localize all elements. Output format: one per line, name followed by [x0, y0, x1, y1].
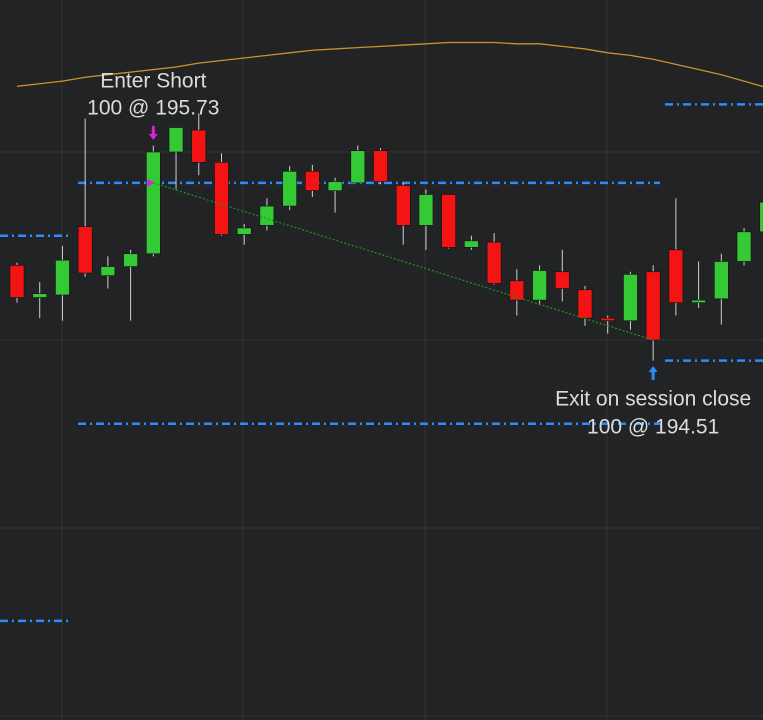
candle-body — [259, 205, 275, 226]
candle-body — [373, 150, 388, 182]
candle-body — [395, 185, 411, 226]
candle-body — [759, 201, 763, 233]
candle-body — [32, 293, 48, 298]
candle-body — [691, 299, 706, 303]
entry-arrow — [148, 125, 158, 140]
candle-body — [668, 249, 684, 303]
candle-body — [350, 150, 366, 184]
candle-body — [645, 271, 661, 341]
entry-label: Enter Short — [100, 70, 206, 93]
entry-detail: 100 @ 195.73 — [87, 97, 219, 120]
candle-body — [464, 240, 479, 248]
exit-label: Exit on session close — [555, 388, 751, 411]
candle-body — [327, 181, 343, 191]
candle-body — [736, 231, 752, 262]
candle-body — [191, 129, 207, 163]
candle-body — [486, 241, 502, 284]
moving-average — [16, 41, 763, 88]
candle-body — [55, 259, 70, 296]
candle-body — [282, 171, 297, 207]
candle-body — [214, 161, 229, 235]
trade-line — [153, 182, 654, 341]
candle-body — [509, 280, 525, 301]
exit-detail: 100 @ 194.51 — [587, 416, 719, 439]
exit-arrow — [648, 366, 658, 381]
candle-body — [100, 266, 116, 276]
candle-body — [441, 194, 456, 248]
candle-body — [554, 271, 570, 289]
candle-body — [418, 194, 434, 226]
candle-body — [532, 270, 547, 301]
candle-body — [168, 127, 184, 153]
candle-body — [577, 289, 593, 319]
entry-marker — [147, 178, 155, 187]
candle-body — [236, 227, 252, 235]
candle-body — [146, 151, 161, 255]
candle-body — [9, 265, 25, 298]
candle-body — [714, 261, 729, 300]
candle-body — [623, 274, 638, 322]
candle-body — [600, 317, 616, 322]
candle-body — [77, 226, 93, 274]
candle-body — [123, 253, 138, 267]
candle-body — [305, 171, 320, 191]
